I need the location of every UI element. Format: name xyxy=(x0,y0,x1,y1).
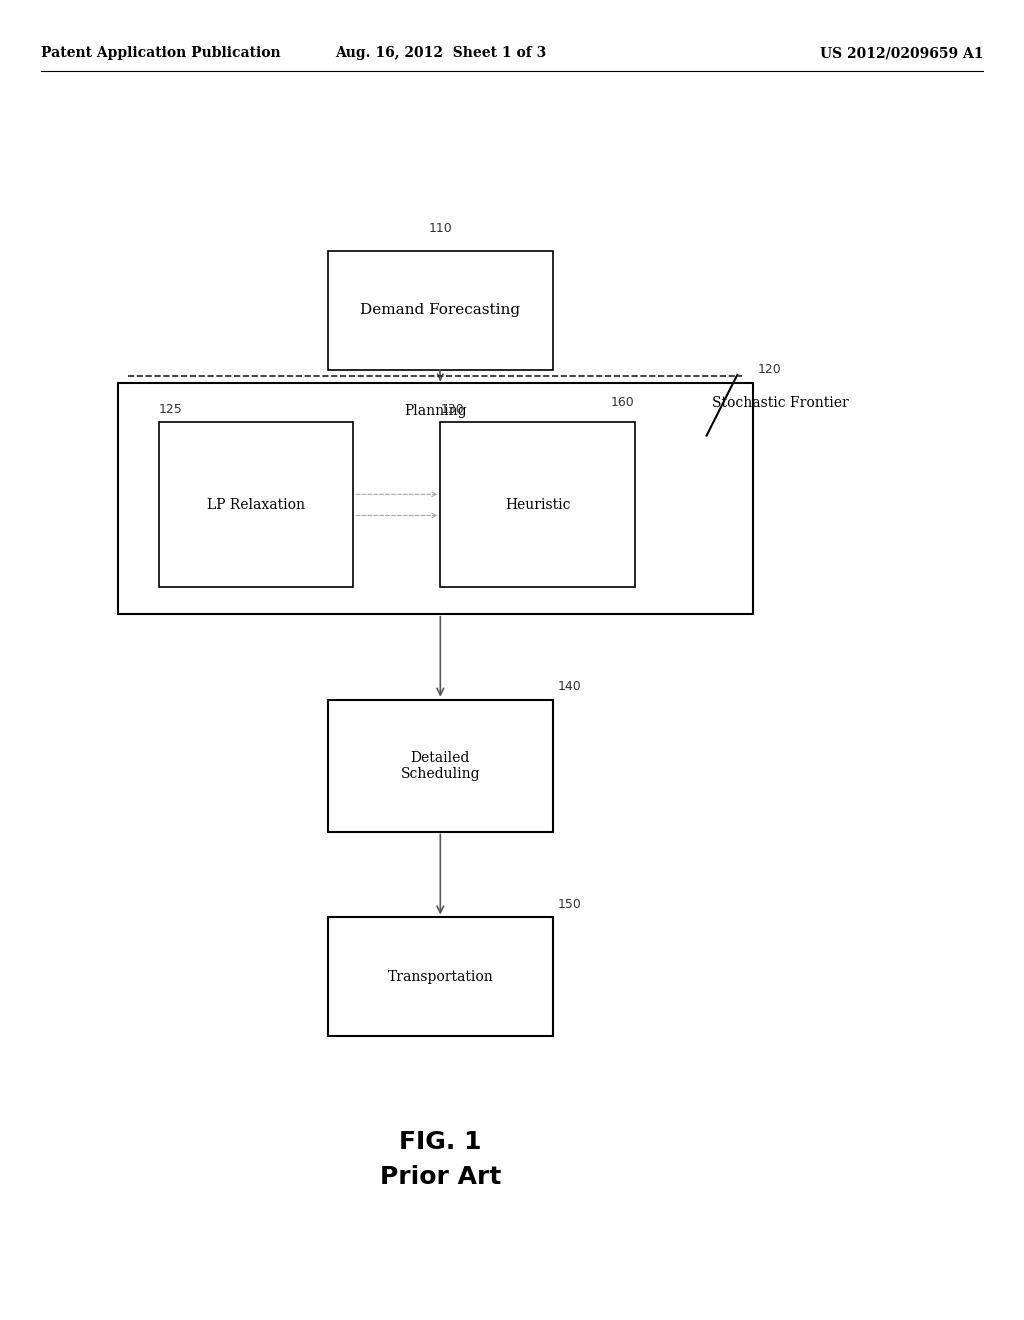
Text: Detailed
Scheduling: Detailed Scheduling xyxy=(400,751,480,780)
FancyBboxPatch shape xyxy=(328,917,553,1036)
Text: FIG. 1: FIG. 1 xyxy=(399,1130,481,1154)
Text: 125: 125 xyxy=(159,403,182,416)
Text: Prior Art: Prior Art xyxy=(380,1166,501,1189)
FancyBboxPatch shape xyxy=(118,383,753,614)
Text: US 2012/0209659 A1: US 2012/0209659 A1 xyxy=(819,46,983,61)
Text: 140: 140 xyxy=(558,680,582,693)
FancyBboxPatch shape xyxy=(159,422,353,587)
Text: Demand Forecasting: Demand Forecasting xyxy=(360,304,520,317)
Text: Aug. 16, 2012  Sheet 1 of 3: Aug. 16, 2012 Sheet 1 of 3 xyxy=(335,46,546,61)
Text: 120: 120 xyxy=(758,363,781,376)
Text: Stochastic Frontier: Stochastic Frontier xyxy=(712,396,849,409)
Text: 160: 160 xyxy=(611,396,635,409)
Text: 130: 130 xyxy=(440,403,464,416)
Text: Planning: Planning xyxy=(403,404,467,418)
Text: Patent Application Publication: Patent Application Publication xyxy=(41,46,281,61)
Text: Heuristic: Heuristic xyxy=(505,498,570,512)
FancyBboxPatch shape xyxy=(440,422,635,587)
Text: 150: 150 xyxy=(558,898,582,911)
FancyBboxPatch shape xyxy=(328,700,553,832)
Text: Transportation: Transportation xyxy=(387,970,494,983)
Text: 110: 110 xyxy=(428,222,453,235)
Text: LP Relaxation: LP Relaxation xyxy=(207,498,305,512)
FancyBboxPatch shape xyxy=(328,251,553,370)
